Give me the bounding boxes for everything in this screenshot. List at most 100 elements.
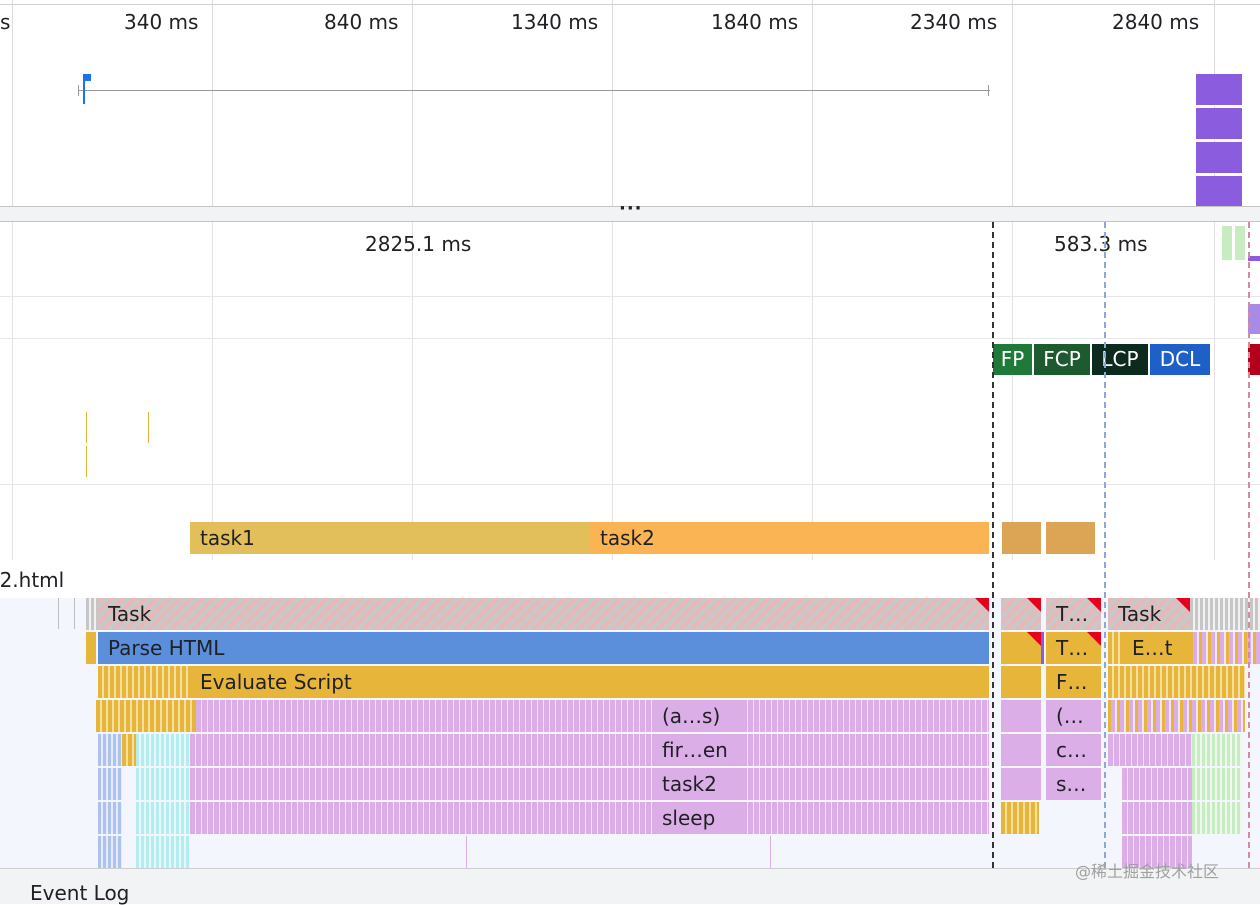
event-slice[interactable]: E…t (1122, 632, 1190, 664)
script-slices (98, 666, 190, 698)
js-call-anonymous[interactable]: (a…s) (652, 700, 742, 732)
overview-tick-label: 840 ms (324, 10, 399, 34)
overview-tick-label: 340 ms (124, 10, 199, 34)
timer-fired[interactable]: T… (1046, 632, 1101, 664)
script-slices (96, 700, 196, 732)
event-tick (86, 446, 87, 477)
js-call-slices (136, 768, 190, 800)
js-call-slices (98, 802, 122, 834)
resizer-dots-icon[interactable]: ··· (619, 198, 643, 219)
function-call[interactable]: F… (1046, 666, 1101, 698)
user-timing-block[interactable] (1046, 522, 1095, 554)
js-call[interactable]: (… (1046, 700, 1101, 732)
selection-range-line[interactable] (78, 90, 990, 91)
overview-gridline (612, 0, 613, 206)
js-call[interactable] (1001, 734, 1041, 766)
js-call-slices (98, 836, 122, 868)
flag-icon[interactable] (84, 74, 91, 81)
duration-label: 2825.1 ms (365, 232, 472, 256)
frame-block (1222, 226, 1232, 260)
marker-label: FP (1000, 347, 1025, 371)
marker-dcl[interactable]: DCL (1150, 344, 1210, 375)
long-task-warning-icon (1027, 598, 1041, 612)
long-task[interactable]: Task (1108, 598, 1190, 630)
long-task-warning-icon (975, 598, 989, 612)
js-call-slices[interactable] (190, 768, 989, 800)
user-timing-task1[interactable]: task1 (190, 522, 590, 554)
js-call-slices (1192, 768, 1242, 800)
js-call[interactable]: s… (1046, 768, 1101, 800)
event-log-drawer[interactable]: Event Log (0, 868, 1260, 905)
slice-label: sleep (662, 806, 716, 830)
js-call-slices[interactable] (196, 700, 989, 732)
marker-label: DCL (1159, 347, 1201, 371)
selection-boundary-line (992, 222, 994, 868)
js-call[interactable]: c… (1046, 734, 1101, 766)
js-call[interactable] (1001, 768, 1041, 800)
js-call-slices (1192, 734, 1242, 766)
track-separator (0, 484, 1260, 485)
long-task[interactable]: Task (98, 598, 989, 630)
marker-fp[interactable]: FP (993, 344, 1032, 375)
watermark: @稀土掘金技术社区 (1075, 862, 1220, 881)
panel-resizer[interactable] (0, 206, 1260, 222)
slice-label: s… (1056, 772, 1087, 796)
script-slices (1108, 666, 1245, 698)
js-call-slices (1001, 802, 1039, 834)
overview-tick-label: 1840 ms (711, 10, 799, 34)
event-tick (58, 598, 59, 629)
user-timing-task2[interactable]: task2 (590, 522, 989, 554)
js-call-slices (136, 836, 190, 868)
js-call-slices (122, 734, 136, 766)
long-task-warning-icon (1176, 598, 1190, 612)
frame-block (1235, 226, 1245, 260)
marker-load[interactable] (1248, 344, 1260, 375)
evaluate-script[interactable]: Evaluate Script (190, 666, 989, 698)
parse-html[interactable]: Parse HTML (98, 632, 989, 664)
js-call[interactable] (1001, 700, 1041, 732)
script-slice[interactable] (86, 632, 96, 664)
thread-name: k2.html (0, 568, 65, 592)
script-slice[interactable] (1001, 666, 1041, 698)
slice-label: task2 (662, 772, 717, 796)
overview-gridline (1012, 0, 1013, 206)
overview-tick-label: 1340 ms (511, 10, 599, 34)
thread-header[interactable]: k2.html (0, 560, 1260, 598)
event-tick (148, 412, 149, 443)
evaluate-script-label: Evaluate Script (200, 670, 352, 694)
dcl-marker-line (1104, 222, 1106, 868)
overview-tick-label: 2340 ms (910, 10, 998, 34)
long-task-warning-icon (1087, 598, 1101, 612)
task-slice[interactable] (86, 598, 98, 630)
flag-pole-icon[interactable] (83, 74, 85, 104)
marker-lcp[interactable]: LCP (1092, 344, 1148, 375)
js-call-slices (98, 734, 122, 766)
js-call-task2[interactable]: task2 (652, 768, 742, 800)
track-separator (0, 338, 1260, 339)
event-log-tab[interactable]: Event Log (30, 881, 130, 905)
timeline-overview[interactable]: s 340 ms 840 ms 1340 ms 1840 ms 2340 ms … (0, 0, 1260, 206)
js-call-slices[interactable] (190, 734, 989, 766)
js-call-slices (1122, 836, 1192, 868)
overview-activity-block (1196, 108, 1242, 140)
marker-fcp[interactable]: FCP (1034, 344, 1090, 375)
js-call-slices[interactable] (190, 802, 989, 834)
overview-gridline (412, 0, 413, 206)
flame-chart-area[interactable]: 2825.1 ms 583.3 ms FP FCP LCP DCL task1 … (0, 222, 1260, 868)
user-timing-block[interactable] (1002, 522, 1041, 554)
overview-gridline (212, 0, 213, 206)
load-marker-line (1248, 222, 1250, 868)
js-call-slices (136, 802, 190, 834)
overview-activity-block (1196, 74, 1242, 106)
marker-label: FCP (1043, 347, 1081, 371)
event-tick (86, 412, 87, 443)
js-call-slices (1122, 768, 1192, 800)
slice-label: (a…s) (662, 704, 721, 728)
js-call-sleep[interactable]: sleep (652, 802, 742, 834)
interaction-block (1248, 304, 1260, 334)
duration-label: 583.3 ms (1054, 232, 1148, 256)
js-call-slices (1108, 700, 1245, 732)
gridline (12, 222, 13, 868)
overview-gridline (12, 0, 13, 206)
js-call-first-function[interactable]: fir…en (652, 734, 742, 766)
